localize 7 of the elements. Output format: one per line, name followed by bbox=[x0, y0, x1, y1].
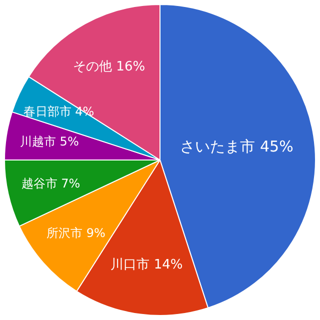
slice-label: さいたま市 45% bbox=[180, 138, 294, 156]
slice-label: 越谷市 7% bbox=[21, 176, 80, 191]
slice-label: その他 16% bbox=[73, 60, 146, 75]
slice-label: 春日部市 4% bbox=[23, 104, 94, 118]
slice-label: 所沢市 9% bbox=[46, 226, 106, 240]
slice-label: 川口市 14% bbox=[110, 257, 183, 272]
slice-label: 川越市 5% bbox=[20, 134, 79, 149]
